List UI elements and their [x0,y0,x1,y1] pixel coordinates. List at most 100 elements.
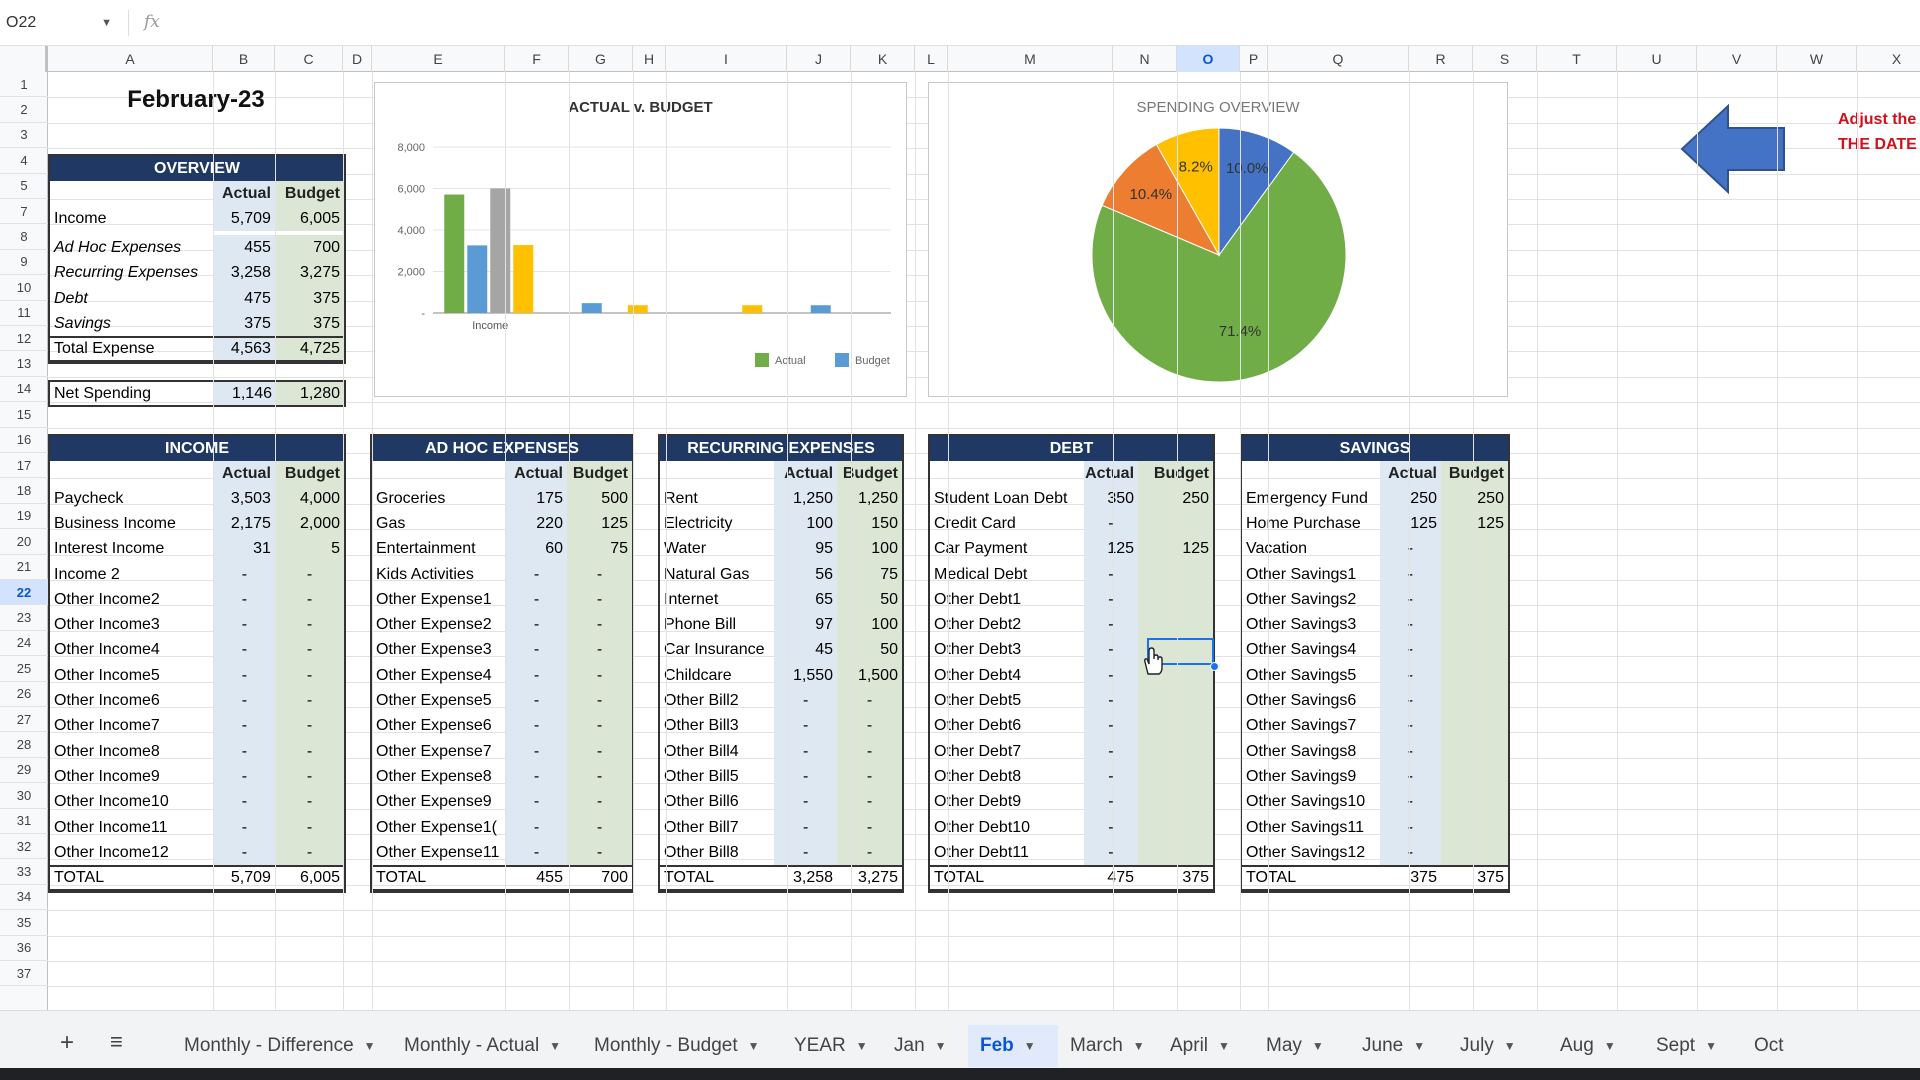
budget-value[interactable]: 125 [566,511,632,537]
actual-value[interactable]: 2,175 [213,511,275,537]
actual-value[interactable]: - [774,764,838,790]
row-label[interactable]: Other Income4 [54,641,160,659]
row-label[interactable]: Medical Debt [934,565,1028,583]
row-header-3[interactable]: 3 [0,123,48,149]
chevron-down-icon[interactable]: ▼ [1132,1039,1145,1053]
actual-value[interactable]: 56 [774,561,838,588]
row-label[interactable]: Entertainment [376,540,476,558]
row-header-23[interactable]: 23 [0,605,48,631]
actual-value[interactable]: - [1379,840,1441,866]
row-label[interactable]: Other Bill4 [664,742,739,760]
column-header-s[interactable]: S [1473,46,1537,72]
actual-value[interactable]: - [1083,663,1139,689]
budget-value[interactable] [1440,587,1508,613]
actual-value[interactable]: 31 [213,536,275,562]
row-label[interactable]: Other Income8 [54,742,160,760]
budget-value[interactable]: - [274,789,344,815]
budget-value[interactable] [1440,536,1508,562]
budget-value[interactable]: 75 [566,536,632,562]
actual-value[interactable]: 350 [1083,486,1139,512]
budget-value[interactable] [1138,561,1214,588]
chevron-down-icon[interactable]: ▼ [363,1039,376,1053]
row-label[interactable]: Other Expense5 [376,692,492,710]
actual-value[interactable]: - [774,814,838,841]
row-label[interactable]: Other Income7 [54,717,160,735]
row-label[interactable]: Other Savings1 [1246,565,1357,583]
row-label[interactable]: Credit Card [934,514,1016,532]
actual-value[interactable]: - [1379,663,1441,689]
budget-value[interactable] [1138,738,1214,765]
actual-value[interactable]: - [1379,587,1441,613]
actual-value[interactable]: - [505,789,568,815]
actual-value[interactable]: - [213,789,275,815]
actual-value[interactable]: - [1379,688,1441,714]
row-label[interactable]: Other Expense7 [376,742,492,760]
row-label[interactable]: Other Savings5 [1246,666,1357,684]
budget-value[interactable]: 125 [1440,511,1508,537]
row-label[interactable]: Other Expense1 [376,590,492,608]
bar[interactable] [467,245,488,313]
bar[interactable] [490,188,511,313]
chevron-down-icon[interactable]: ▼ [101,17,112,29]
column-header-u[interactable]: U [1617,46,1697,72]
actual-value[interactable]: - [1379,713,1441,739]
row-header-33[interactable]: 33 [0,859,48,885]
column-header-o[interactable]: O [1177,46,1240,72]
budget-value[interactable]: - [837,814,902,841]
row-header-32[interactable]: 32 [0,834,48,860]
actual-value[interactable]: - [1083,511,1139,537]
column-header-a[interactable]: A [48,46,213,72]
sheet-tab-may[interactable]: May ▼ [1254,1025,1350,1067]
row-label[interactable]: Business Income [54,514,176,532]
row-label[interactable]: Student Loan Debt [934,489,1068,507]
row-label[interactable]: Other Expense6 [376,717,492,735]
pie-slice[interactable] [1218,127,1295,257]
actual-value[interactable]: - [1083,840,1139,866]
row-label[interactable]: Other Savings8 [1246,742,1357,760]
actual-value[interactable]: - [1083,561,1139,588]
selected-cell[interactable] [1147,638,1214,665]
budget-value[interactable] [1440,713,1508,739]
actual-value[interactable]: - [505,814,568,841]
spending-overview-chart[interactable]: SPENDING OVERVIEW 71.4% 10.4% 8.2% 10.0% [928,82,1508,397]
row-label[interactable]: Other Bill3 [664,717,739,735]
row-label[interactable]: Other Expense9 [376,793,492,811]
column-header-d[interactable]: D [343,46,372,72]
row-label[interactable]: Electricity [664,514,733,532]
row-label[interactable]: Phone Bill [664,616,737,634]
budget-value[interactable]: - [274,561,344,588]
chevron-down-icon[interactable]: ▼ [1218,1039,1230,1053]
budget-value[interactable]: 2,000 [274,511,344,537]
actual-value[interactable]: 125 [1083,536,1139,562]
budget-value[interactable]: 4,000 [274,486,344,512]
column-header-t[interactable]: T [1537,46,1617,72]
actual-value[interactable]: - [1083,738,1139,765]
row-label[interactable]: Other Debt4 [934,666,1022,684]
row-label[interactable]: Other Bill6 [664,793,739,811]
row-header-21[interactable]: 21 [0,555,48,580]
row-header-35[interactable]: 35 [0,910,48,936]
row-label[interactable]: Other Expense3 [376,641,492,659]
row-label[interactable]: Childcare [664,666,732,684]
sheet-tab-monthly-budget[interactable]: Monthly - Budget ▼ [582,1025,782,1067]
chevron-down-icon[interactable]: ▼ [1603,1039,1616,1053]
actual-value[interactable]: - [1379,814,1441,841]
budget-value[interactable]: - [567,738,632,765]
row-header-36[interactable]: 36 [0,936,48,961]
actual-value[interactable]: 175 [505,486,567,512]
sheet-tab-year[interactable]: YEAR ▼ [782,1025,882,1067]
actual-value[interactable]: 1,250 [774,486,838,512]
budget-value[interactable] [1440,789,1508,815]
budget-value[interactable] [1440,764,1508,790]
row-label[interactable]: Rent [664,489,698,507]
column-header-i[interactable]: I [666,46,787,72]
column-header-w[interactable]: W [1777,46,1857,72]
row-label[interactable]: Other Debt7 [934,742,1022,760]
row-header-28[interactable]: 28 [0,732,48,758]
row-label[interactable]: Other Debt3 [934,641,1022,659]
budget-value[interactable]: - [837,840,902,866]
budget-value[interactable] [1138,764,1214,790]
budget-value[interactable]: - [274,713,344,739]
row-label[interactable]: Other Expense1( [376,818,497,836]
bar[interactable] [444,194,465,313]
